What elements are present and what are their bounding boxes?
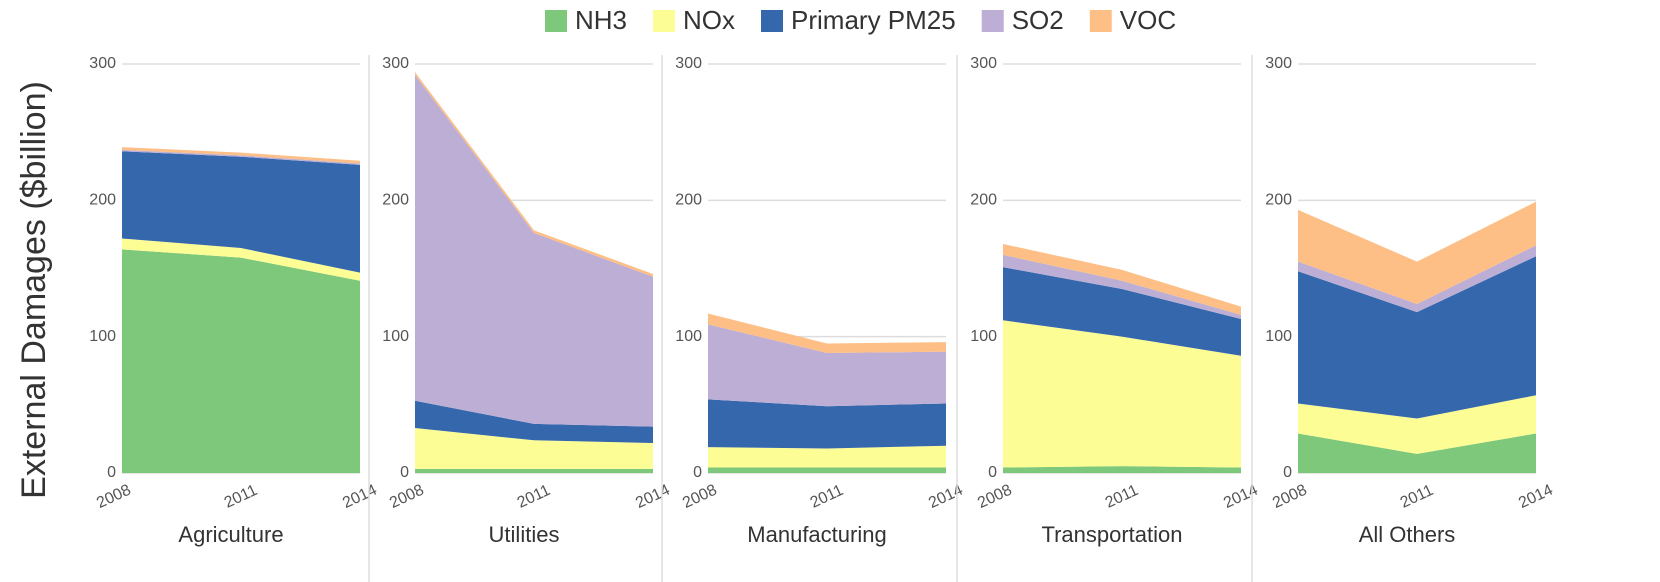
panel-title: Transportation	[1041, 522, 1182, 547]
x-tick-label: 2008	[94, 481, 134, 512]
y-tick-label: 200	[675, 192, 702, 209]
legend-swatch	[761, 10, 784, 32]
legend-label: VOC	[1120, 5, 1176, 35]
legend-swatch	[653, 10, 676, 32]
area	[415, 428, 653, 469]
x-tick-label: 2014	[633, 481, 673, 512]
y-tick-label: 100	[970, 328, 997, 345]
area	[1298, 245, 1536, 313]
y-tick-label: 100	[382, 328, 409, 345]
x-tick-label: 2011	[222, 482, 260, 512]
legend-label: Primary PM25	[791, 5, 956, 35]
legend-swatch	[1089, 10, 1112, 32]
area	[1298, 395, 1536, 454]
legend-label: SO2	[1012, 5, 1064, 35]
area	[1003, 466, 1241, 473]
panel-title: All Others	[1359, 522, 1456, 547]
y-tick-label: 300	[970, 55, 997, 72]
legend-swatch	[981, 10, 1004, 32]
area	[708, 467, 946, 473]
panel-title: Agriculture	[178, 522, 283, 547]
x-tick-label: 2011	[515, 482, 553, 512]
y-tick-label: 300	[89, 55, 116, 72]
y-tick-label: 0	[693, 464, 702, 481]
area	[122, 249, 360, 473]
area	[122, 147, 360, 164]
area	[1298, 201, 1536, 304]
area	[122, 149, 360, 165]
x-tick-label: 2014	[1221, 481, 1261, 512]
area	[415, 468, 653, 473]
y-tick-label: 100	[1265, 328, 1292, 345]
area	[1003, 267, 1241, 356]
x-tick-label: 2008	[387, 481, 427, 512]
area	[1003, 254, 1241, 319]
area	[708, 399, 946, 449]
x-tick-label: 2014	[926, 481, 966, 512]
x-tick-label: 2008	[680, 481, 720, 512]
x-tick-label: 2008	[975, 481, 1015, 512]
legend: NH3 NOx Primary PM25 SO2 VOC	[545, 5, 1176, 35]
y-axis-title: External Damages ($billion)	[15, 81, 53, 499]
area	[1003, 320, 1241, 468]
y-tick-label: 300	[382, 55, 409, 72]
x-tick-label: 2011	[808, 482, 846, 512]
area	[1298, 433, 1536, 473]
legend-label: NH3	[575, 5, 627, 35]
y-tick-label: 100	[675, 328, 702, 345]
y-tick-label: 200	[1265, 192, 1292, 209]
panel-title: Utilities	[489, 522, 560, 547]
x-tick-label: 2008	[1270, 481, 1310, 512]
x-tick-label: 2014	[1516, 481, 1556, 512]
x-tick-label: 2011	[1398, 482, 1436, 512]
area	[415, 74, 653, 427]
x-tick-label: 2014	[340, 481, 380, 512]
area	[122, 151, 360, 273]
y-tick-label: 200	[89, 192, 116, 209]
legend-swatch	[545, 10, 567, 32]
legend-label: NOx	[683, 5, 735, 35]
y-tick-label: 200	[970, 192, 997, 209]
y-tick-label: 0	[988, 464, 997, 481]
y-tick-label: 0	[400, 464, 409, 481]
area	[708, 445, 946, 468]
area	[708, 313, 946, 354]
y-tick-label: 0	[107, 464, 116, 481]
y-tick-label: 0	[1283, 464, 1292, 481]
area	[122, 238, 360, 281]
area	[708, 324, 946, 407]
area	[415, 400, 653, 444]
y-tick-label: 100	[89, 328, 116, 345]
y-tick-label: 300	[675, 55, 702, 72]
y-tick-label: 300	[1265, 55, 1292, 72]
area	[1003, 243, 1241, 315]
x-tick-label: 2011	[1103, 482, 1141, 512]
panel-title: Manufacturing	[747, 522, 886, 547]
y-tick-label: 200	[382, 192, 409, 209]
area	[1298, 256, 1536, 419]
